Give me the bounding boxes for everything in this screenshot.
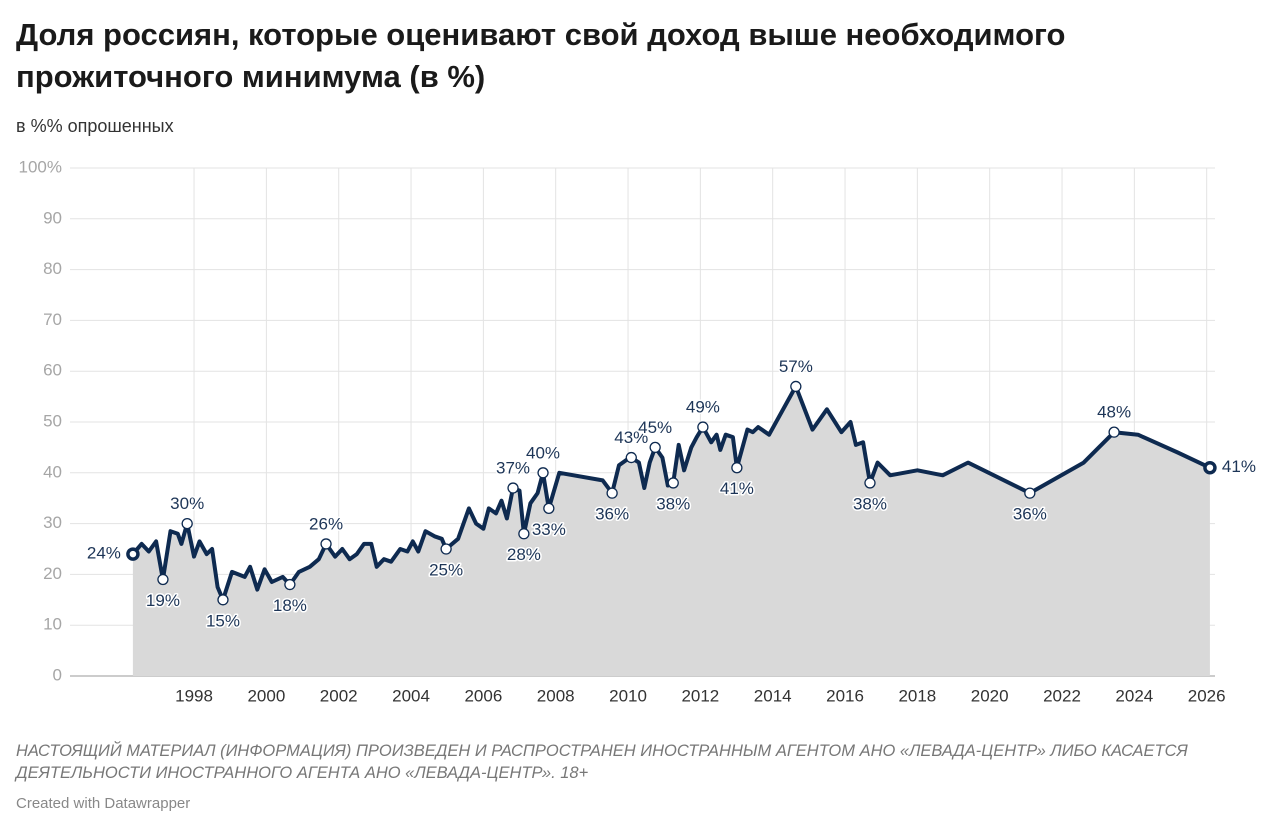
y-tick-label: 20 [43, 564, 62, 583]
data-label: 28% [507, 545, 541, 564]
point-marker [181, 517, 193, 530]
point-marker [864, 477, 876, 489]
data-label: 37% [496, 459, 530, 478]
y-tick-label: 40 [43, 462, 62, 481]
y-tick-label: 10 [43, 615, 62, 634]
data-label: 57% [779, 357, 813, 376]
point-marker [625, 451, 637, 464]
point-marker [731, 462, 743, 474]
point-marker [1203, 460, 1217, 475]
y-tick-label: 70 [43, 310, 62, 329]
x-tick-label: 2016 [826, 686, 864, 705]
chart-subtitle: в %% опрошенных [16, 116, 174, 136]
y-tick-label: 100% [19, 157, 62, 176]
data-label: 40% [526, 443, 560, 462]
data-label: 25% [429, 560, 463, 579]
data-label: 43% [614, 428, 648, 447]
x-tick-label: 2020 [971, 686, 1009, 705]
y-tick-label: 50 [43, 411, 62, 430]
data-label: 15% [206, 611, 240, 630]
data-label: 41% [720, 479, 754, 498]
data-label: 26% [309, 514, 343, 533]
x-tick-label: 2012 [681, 686, 719, 705]
data-label: 49% [686, 398, 720, 417]
chart-title: Доля россиян, которые оценивают свой дох… [16, 17, 1066, 94]
credit: Created with Datawrapper [16, 795, 191, 812]
x-tick-label: 2018 [898, 686, 936, 705]
point-marker [217, 594, 229, 606]
x-tick-label: 2014 [754, 686, 792, 705]
point-marker [320, 538, 332, 550]
data-label: 24% [87, 544, 121, 563]
x-tick-label: 2024 [1115, 686, 1153, 705]
data-label: 33% [532, 520, 566, 539]
point-marker [440, 543, 452, 555]
data-label: 36% [595, 505, 629, 524]
y-tick-label: 0 [53, 665, 62, 684]
point-marker [126, 547, 140, 561]
data-label: 41% [1222, 457, 1256, 476]
x-tick-label: 2022 [1043, 686, 1081, 705]
point-marker [697, 421, 709, 433]
x-tick-label: 2008 [537, 686, 575, 705]
point-marker [284, 578, 296, 591]
data-label: 38% [853, 494, 887, 513]
x-tick-label: 2000 [247, 686, 285, 705]
point-marker [157, 573, 169, 586]
data-label: 18% [273, 596, 307, 615]
data-label: 30% [170, 494, 204, 513]
data-label: 19% [146, 591, 180, 610]
point-marker [507, 482, 519, 494]
x-tick-label: 2004 [392, 686, 430, 705]
point-marker [790, 380, 802, 393]
data-label: 36% [1013, 505, 1047, 524]
x-tick-label: 2010 [609, 686, 647, 705]
point-marker [1108, 426, 1120, 438]
x-tick-label: 2002 [320, 686, 358, 705]
point-marker [1024, 487, 1036, 499]
footnote: НАСТОЯЩИЙ МАТЕРИАЛ (ИНФОРМАЦИЯ) ПРОИЗВЕД… [16, 742, 1188, 782]
point-marker [543, 502, 555, 515]
y-tick-label: 60 [43, 361, 62, 380]
x-tick-label: 1998 [175, 686, 213, 705]
x-tick-label: 2006 [464, 686, 502, 705]
data-label: 45% [638, 418, 672, 437]
point-marker [649, 441, 661, 454]
data-label: 48% [1097, 403, 1131, 422]
point-marker [667, 477, 679, 489]
y-tick-label: 30 [43, 513, 62, 532]
point-marker [518, 528, 530, 540]
data-label: 38% [656, 494, 690, 513]
point-marker [537, 467, 549, 479]
y-tick-label: 80 [43, 259, 62, 278]
y-tick-label: 90 [43, 208, 62, 227]
area [132, 386, 1210, 676]
point-marker [606, 487, 618, 499]
x-tick-label: 2026 [1188, 686, 1226, 705]
